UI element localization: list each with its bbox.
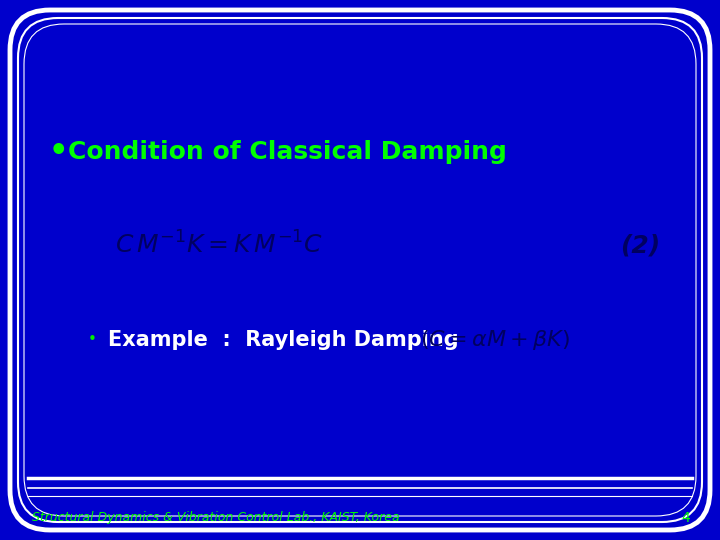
Text: •: •	[48, 138, 68, 166]
Text: $\mathit{(C = \alpha M + \beta K)}$: $\mathit{(C = \alpha M + \beta K)}$	[420, 328, 570, 352]
Text: (2): (2)	[620, 233, 660, 257]
FancyBboxPatch shape	[10, 10, 710, 530]
Text: Example  :  Rayleigh Damping: Example : Rayleigh Damping	[108, 330, 459, 350]
Text: Condition of Classical Damping: Condition of Classical Damping	[68, 140, 507, 164]
Text: $\mathit{C\,M^{-1}K = K\,M^{-1}C}$: $\mathit{C\,M^{-1}K = K\,M^{-1}C}$	[115, 232, 323, 259]
Text: •: •	[88, 333, 96, 348]
Text: 4: 4	[681, 511, 690, 525]
Text: Structural Dynamics & Vibration Control Lab., KAIST, Korea: Structural Dynamics & Vibration Control …	[32, 511, 400, 524]
